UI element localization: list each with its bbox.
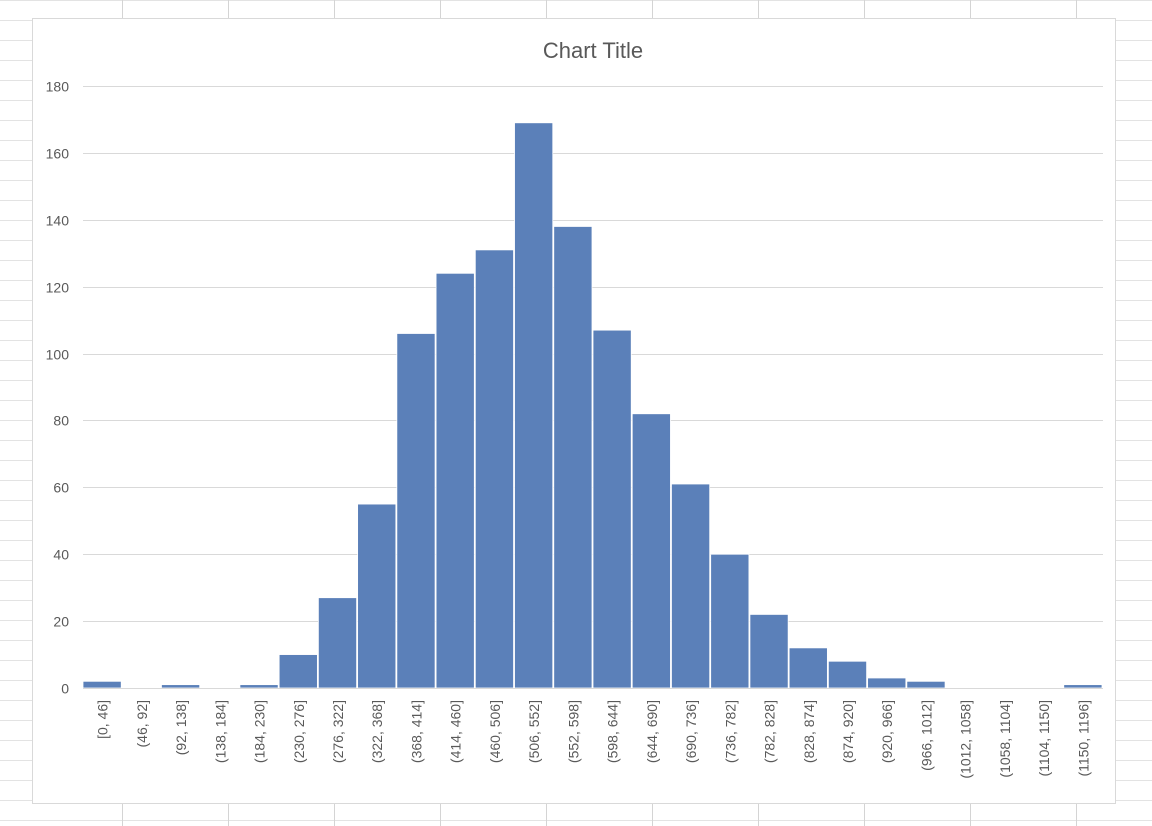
bar[interactable] [671,483,711,689]
y-tick-label: 160 [46,146,70,162]
x-tick-label: (506, 552] [526,700,542,763]
bar[interactable] [1063,684,1103,689]
x-tick-label: (782, 828] [762,700,778,763]
bar[interactable] [161,684,201,689]
x-tick-label: (184, 230] [252,700,268,763]
bar[interactable] [396,333,436,689]
bar[interactable] [710,553,750,689]
chart-title[interactable]: Chart Title [543,38,643,63]
y-tick-label: 80 [53,413,69,429]
bar[interactable] [906,680,946,689]
bar[interactable] [788,647,828,689]
x-tick-label: (874, 920] [840,700,856,763]
chart-area[interactable]: Chart Title 0 20 40 60 80 100 120 140 160 180 [0,… [32,18,1116,804]
x-axis-ticks: [0, 46] (46, 92] (92, 138] (138, 184] (184, … [95,700,1092,779]
x-tick-label: (598, 644] [605,700,621,763]
bar[interactable] [514,122,554,689]
bar[interactable] [82,680,122,689]
y-tick-label: 60 [53,480,69,496]
x-tick-label: [0, 46] [95,700,111,739]
x-tick-label: (276, 322] [330,700,346,763]
bar[interactable] [357,503,397,689]
x-tick-label: (690, 736] [683,700,699,763]
x-tick-label: (414, 460] [448,700,464,763]
x-tick-label: (92, 138] [173,700,189,755]
x-tick-label: (644, 690] [644,700,660,763]
bar[interactable] [317,597,358,689]
bar[interactable] [867,677,907,689]
y-tick-label: 120 [46,280,70,296]
x-tick-label: (1058, 1104] [997,700,1013,778]
x-tick-label: (1150, 1196] [1075,700,1091,777]
y-tick-label: 180 [46,79,70,95]
x-tick-label: (322, 368] [369,700,385,763]
x-tick-label: (460, 506] [487,700,503,763]
x-tick-label: (966, 1012] [919,700,935,771]
histogram-chart: Chart Title 0 20 40 60 80 100 120 140 160 180 [0,… [46,38,1103,779]
x-tick-label: (1104, 1150] [1036,700,1052,777]
y-tick-label: 140 [46,213,70,229]
x-tick-label: (230, 276] [291,700,307,763]
x-tick-label: (828, 874] [801,700,817,763]
x-tick-label: (46, 92] [134,700,150,747]
x-tick-label: (368, 414] [409,700,425,763]
bar[interactable] [435,272,475,689]
y-axis-ticks: 0 20 40 60 80 100 120 140 160 180 [46,79,70,697]
bar[interactable] [239,684,279,689]
bar[interactable] [631,413,671,689]
x-tick-label: (736, 782] [722,700,738,763]
bar[interactable] [474,249,514,689]
bar[interactable] [749,614,789,689]
x-tick-label: (1012, 1058] [958,700,974,779]
x-tick-label: (138, 184] [212,700,228,763]
y-tick-label: 20 [53,614,69,630]
y-tick-label: 40 [53,547,69,563]
bar[interactable] [278,654,318,689]
bars [82,122,1103,689]
bar[interactable] [592,329,632,689]
bar[interactable] [827,660,868,689]
x-tick-label: (920, 966] [879,700,895,763]
bar[interactable] [553,226,593,689]
y-tick-label: 100 [46,347,70,363]
x-tick-label: (552, 598] [565,700,581,763]
y-tick-label: 0 [61,681,69,697]
